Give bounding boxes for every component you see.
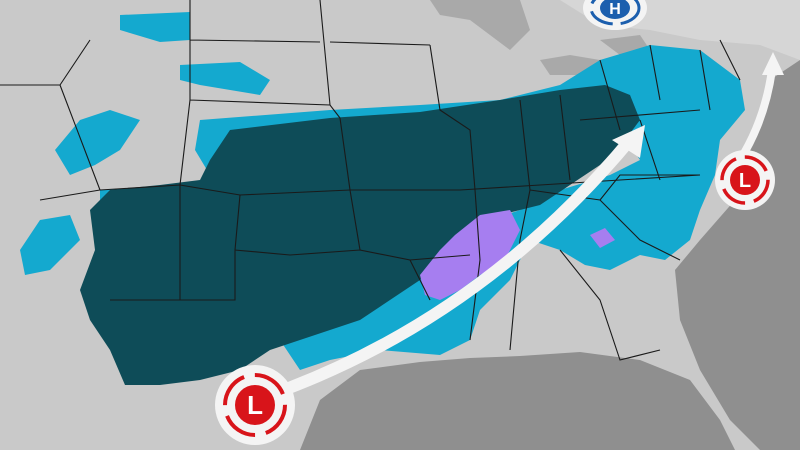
storm-track-arrow-gulf-to-northeast — [264, 134, 636, 401]
high-pressure-label: H — [609, 1, 621, 18]
arrow-head-icon — [612, 125, 645, 158]
great-lakes — [430, 0, 650, 75]
mixed-precip-area — [420, 210, 615, 300]
atlantic-ocean — [675, 60, 800, 450]
high-pressure-icon: H — [583, 0, 647, 30]
low-pressure-label: L — [247, 390, 263, 420]
low-pressure-icon: L — [715, 150, 775, 210]
heavy-precip-area — [80, 85, 640, 385]
gulf-of-mexico — [300, 352, 735, 450]
low-pressure-icon: L — [215, 365, 295, 445]
state-borders — [0, 0, 741, 361]
low-pressure-label: L — [739, 170, 751, 192]
arrow-head-icon — [762, 52, 784, 75]
